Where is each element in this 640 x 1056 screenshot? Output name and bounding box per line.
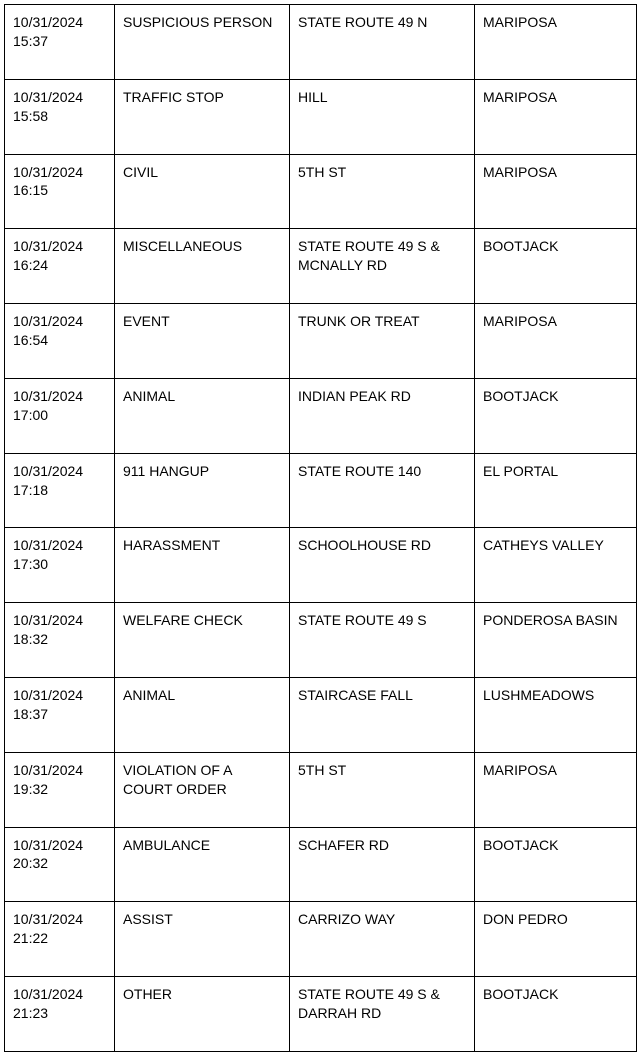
cell-location: TRUNK OR TREAT	[290, 304, 475, 379]
table-row: 10/31/2024 21:23OTHERSTATE ROUTE 49 S & …	[5, 977, 637, 1052]
cell-area: MARIPOSA	[475, 154, 637, 229]
cell-location: STATE ROUTE 140	[290, 453, 475, 528]
cell-datetime: 10/31/2024 16:24	[5, 229, 115, 304]
table-row: 10/31/2024 15:37SUSPICIOUS PERSONSTATE R…	[5, 5, 637, 80]
cell-location: CARRIZO WAY	[290, 902, 475, 977]
cell-location: STATE ROUTE 49 S	[290, 603, 475, 678]
cell-datetime: 10/31/2024 16:54	[5, 304, 115, 379]
cell-area: MARIPOSA	[475, 5, 637, 80]
cell-type: ANIMAL	[115, 378, 290, 453]
cell-type: ANIMAL	[115, 678, 290, 753]
table-row: 10/31/2024 17:00ANIMALINDIAN PEAK RDBOOT…	[5, 378, 637, 453]
table-row: 10/31/2024 21:22ASSISTCARRIZO WAYDON PED…	[5, 902, 637, 977]
table-row: 10/31/2024 19:32VIOLATION OF A COURT ORD…	[5, 752, 637, 827]
cell-location: SCHAFER RD	[290, 827, 475, 902]
cell-datetime: 10/31/2024 17:18	[5, 453, 115, 528]
cell-area: LUSHMEADOWS	[475, 678, 637, 753]
cell-type: CIVIL	[115, 154, 290, 229]
cell-location: STATE ROUTE 49 N	[290, 5, 475, 80]
cell-location: STAIRCASE FALL	[290, 678, 475, 753]
cell-datetime: 10/31/2024 18:32	[5, 603, 115, 678]
cell-type: WELFARE CHECK	[115, 603, 290, 678]
cell-type: MISCELLANEOUS	[115, 229, 290, 304]
cell-area: CATHEYS VALLEY	[475, 528, 637, 603]
cell-type: OTHER	[115, 977, 290, 1052]
table-row: 10/31/2024 18:32WELFARE CHECKSTATE ROUTE…	[5, 603, 637, 678]
table-row: 10/31/2024 20:32AMBULANCESCHAFER RDBOOTJ…	[5, 827, 637, 902]
cell-area: BOOTJACK	[475, 977, 637, 1052]
cell-location: HILL	[290, 79, 475, 154]
incident-log-tbody: 10/31/2024 15:37SUSPICIOUS PERSONSTATE R…	[5, 5, 637, 1052]
cell-location: INDIAN PEAK RD	[290, 378, 475, 453]
cell-location: STATE ROUTE 49 S & DARRAH RD	[290, 977, 475, 1052]
cell-datetime: 10/31/2024 17:00	[5, 378, 115, 453]
table-row: 10/31/2024 16:15CIVIL5TH STMARIPOSA	[5, 154, 637, 229]
cell-area: BOOTJACK	[475, 827, 637, 902]
cell-type: 911 HANGUP	[115, 453, 290, 528]
cell-area: BOOTJACK	[475, 229, 637, 304]
cell-datetime: 10/31/2024 18:37	[5, 678, 115, 753]
cell-type: AMBULANCE	[115, 827, 290, 902]
cell-type: EVENT	[115, 304, 290, 379]
cell-datetime: 10/31/2024 21:23	[5, 977, 115, 1052]
cell-datetime: 10/31/2024 21:22	[5, 902, 115, 977]
table-row: 10/31/2024 16:24MISCELLANEOUSSTATE ROUTE…	[5, 229, 637, 304]
cell-datetime: 10/31/2024 15:37	[5, 5, 115, 80]
cell-type: HARASSMENT	[115, 528, 290, 603]
cell-area: BOOTJACK	[475, 378, 637, 453]
table-row: 10/31/2024 17:18911 HANGUPSTATE ROUTE 14…	[5, 453, 637, 528]
cell-location: 5TH ST	[290, 752, 475, 827]
cell-datetime: 10/31/2024 19:32	[5, 752, 115, 827]
table-row: 10/31/2024 17:30HARASSMENTSCHOOLHOUSE RD…	[5, 528, 637, 603]
cell-datetime: 10/31/2024 17:30	[5, 528, 115, 603]
table-row: 10/31/2024 15:58TRAFFIC STOPHILLMARIPOSA	[5, 79, 637, 154]
table-row: 10/31/2024 16:54EVENTTRUNK OR TREATMARIP…	[5, 304, 637, 379]
cell-area: DON PEDRO	[475, 902, 637, 977]
cell-datetime: 10/31/2024 20:32	[5, 827, 115, 902]
cell-type: TRAFFIC STOP	[115, 79, 290, 154]
cell-location: SCHOOLHOUSE RD	[290, 528, 475, 603]
cell-area: MARIPOSA	[475, 79, 637, 154]
cell-area: EL PORTAL	[475, 453, 637, 528]
cell-location: 5TH ST	[290, 154, 475, 229]
cell-type: SUSPICIOUS PERSON	[115, 5, 290, 80]
cell-datetime: 10/31/2024 16:15	[5, 154, 115, 229]
cell-location: STATE ROUTE 49 S & MCNALLY RD	[290, 229, 475, 304]
cell-area: PONDEROSA BASIN	[475, 603, 637, 678]
incident-log-table: 10/31/2024 15:37SUSPICIOUS PERSONSTATE R…	[4, 4, 637, 1052]
cell-datetime: 10/31/2024 15:58	[5, 79, 115, 154]
cell-type: ASSIST	[115, 902, 290, 977]
cell-area: MARIPOSA	[475, 304, 637, 379]
cell-area: MARIPOSA	[475, 752, 637, 827]
cell-type: VIOLATION OF A COURT ORDER	[115, 752, 290, 827]
table-row: 10/31/2024 18:37ANIMALSTAIRCASE FALLLUSH…	[5, 678, 637, 753]
